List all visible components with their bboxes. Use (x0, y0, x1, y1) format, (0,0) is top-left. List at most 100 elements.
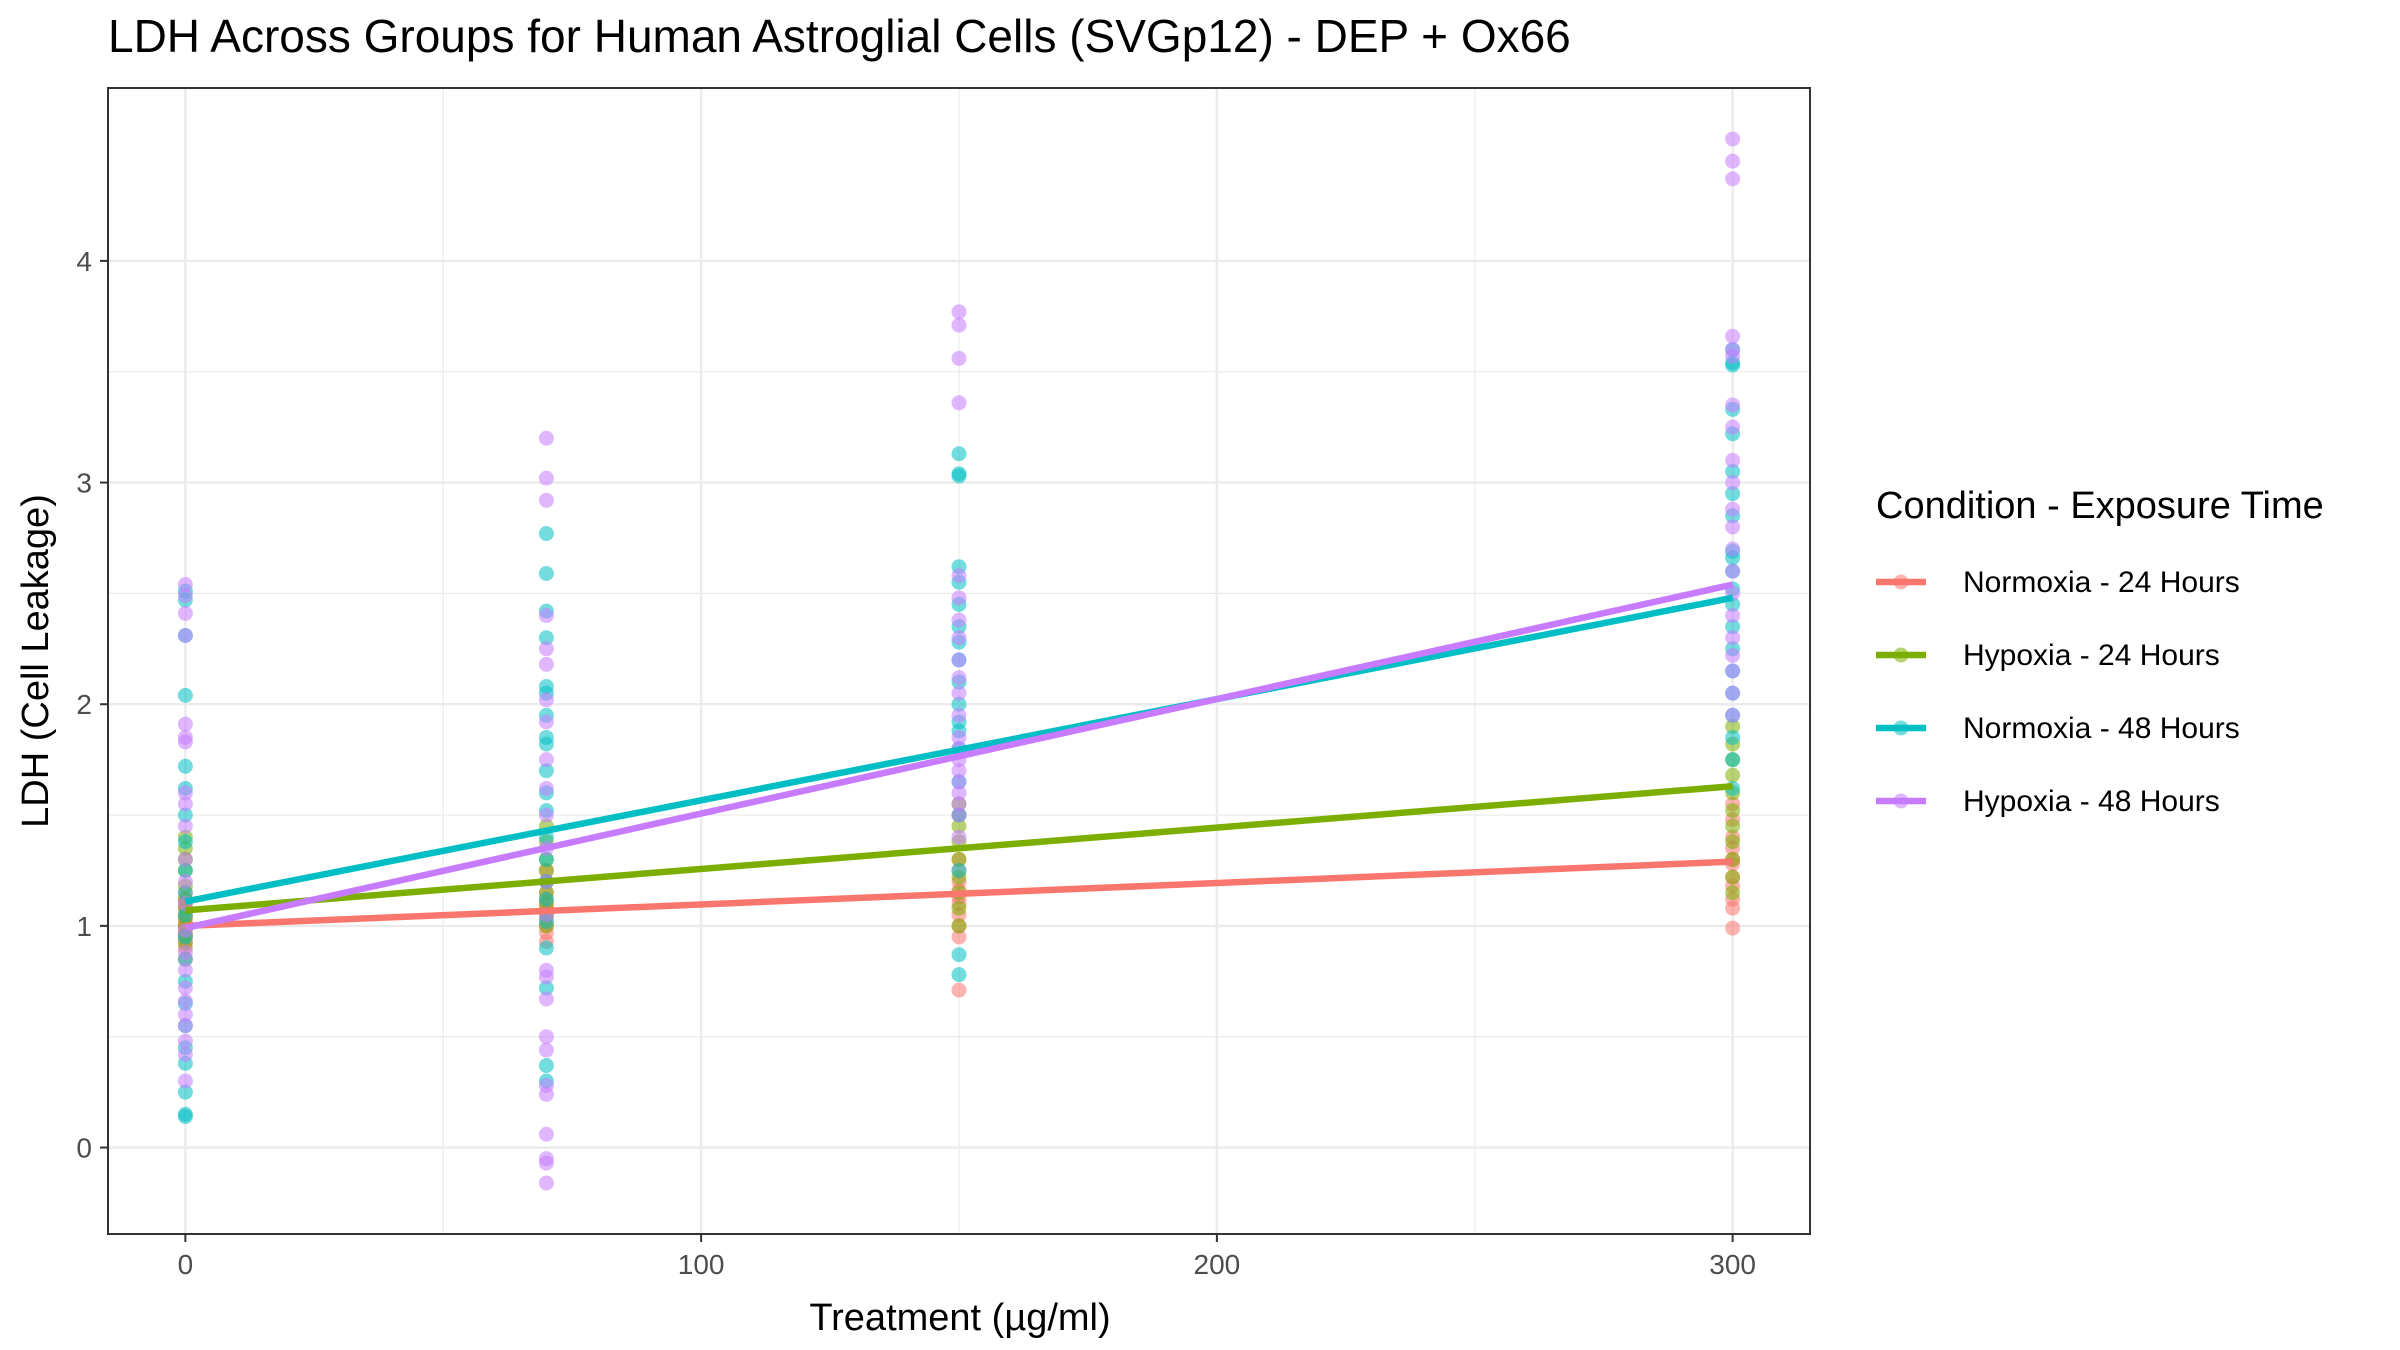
data-point (177, 758, 193, 774)
data-point (177, 1073, 193, 1089)
data-point (1725, 920, 1741, 936)
data-point (538, 692, 554, 708)
data-point (1725, 419, 1741, 435)
legend-item: Normoxia - 48 Hours (1876, 712, 2240, 745)
data-point (1725, 475, 1741, 491)
data-point (538, 630, 554, 646)
data-point (177, 687, 193, 703)
data-point (951, 612, 967, 628)
x-tick-label: 0 (178, 1249, 194, 1280)
legend-label: Normoxia - 48 Hours (1963, 712, 2240, 745)
data-point (177, 862, 193, 878)
data-point (177, 1007, 193, 1023)
trend-line (185, 783, 1733, 914)
data-point (177, 605, 193, 621)
data-point (538, 940, 554, 956)
data-point (951, 590, 967, 606)
y-tick-label: 3 (76, 468, 92, 499)
trend-line (185, 858, 1733, 930)
data-point (1725, 541, 1741, 557)
legend-key-point (1893, 720, 1909, 736)
legend-label: Hypoxia - 48 Hours (1963, 785, 2220, 818)
data-point (177, 851, 193, 867)
legend-key-point (1893, 574, 1909, 590)
data-point (177, 1033, 193, 1049)
data-point (177, 1106, 193, 1122)
legend: Condition - Exposure Time Normoxia - 24 … (1876, 485, 2324, 818)
data-point (538, 430, 554, 446)
data-point (538, 641, 554, 657)
data-point (1725, 647, 1741, 663)
data-point (177, 796, 193, 812)
data-point (538, 1175, 554, 1191)
data-point (538, 1151, 554, 1167)
legend-label: Hypoxia - 24 Hours (1963, 639, 2220, 672)
data-point (1725, 718, 1741, 734)
data-point (1725, 630, 1741, 646)
data-point (177, 962, 193, 978)
data-point (177, 993, 193, 1009)
data-point (538, 526, 554, 542)
x-tick-label: 300 (1709, 1249, 1756, 1280)
x-tick-label: 100 (678, 1249, 725, 1280)
data-point (177, 1018, 193, 1034)
data-point (177, 885, 193, 901)
data-point (1725, 519, 1741, 535)
data-point (177, 1084, 193, 1100)
data-point (951, 785, 967, 801)
data-point (538, 752, 554, 768)
data-point (951, 862, 967, 878)
x-tick-label: 200 (1194, 1249, 1241, 1280)
legend-items: Normoxia - 24 Hours Hypoxia - 24 Hours Nor… (1876, 566, 2240, 818)
data-point (951, 982, 967, 998)
data-point (951, 851, 967, 867)
data-point (538, 763, 554, 779)
y-axis-label: LDH (Cell Leakage) (15, 494, 57, 828)
data-point (538, 678, 554, 694)
data-point (538, 729, 554, 745)
data-point (1725, 328, 1741, 344)
data-point (538, 1126, 554, 1142)
legend-item: Normoxia - 24 Hours (1876, 566, 2240, 599)
data-point (538, 492, 554, 508)
legend-key-point (1893, 793, 1909, 809)
data-point (1725, 452, 1741, 468)
data-point (177, 818, 193, 834)
legend-title: Condition - Exposure Time (1876, 485, 2324, 527)
data-point (538, 962, 554, 978)
data-point (951, 796, 967, 812)
fit-lines (184, 581, 1734, 932)
data-point (1725, 729, 1741, 745)
data-point (951, 696, 967, 712)
data-point (538, 980, 554, 996)
data-point (538, 470, 554, 486)
plot-border (107, 87, 1811, 1235)
data-point (177, 874, 193, 890)
data-point (951, 929, 967, 945)
y-axis: 0 1 2 3 4 (76, 246, 108, 1164)
legend-key-point (1893, 647, 1909, 663)
data-point (1725, 707, 1741, 723)
data-point (951, 630, 967, 646)
data-point (1725, 501, 1741, 517)
data-point (177, 980, 193, 996)
data-point (1725, 767, 1741, 783)
data-point (1725, 463, 1741, 479)
data-point (1725, 171, 1741, 187)
data-point (951, 707, 967, 723)
data-point (1725, 486, 1741, 502)
data-point (1725, 803, 1741, 819)
data-point (951, 818, 967, 834)
legend-item: Hypoxia - 24 Hours (1876, 639, 2220, 672)
legend-label: Normoxia - 24 Hours (1963, 566, 2240, 599)
y-tick-label: 0 (76, 1133, 92, 1164)
data-point (538, 1077, 554, 1093)
data-point (177, 729, 193, 745)
data-point (177, 807, 193, 823)
y-tick-label: 2 (76, 689, 92, 720)
data-point (177, 785, 193, 801)
data-point (538, 807, 554, 823)
data-point (951, 466, 967, 482)
data-point (1725, 885, 1741, 901)
